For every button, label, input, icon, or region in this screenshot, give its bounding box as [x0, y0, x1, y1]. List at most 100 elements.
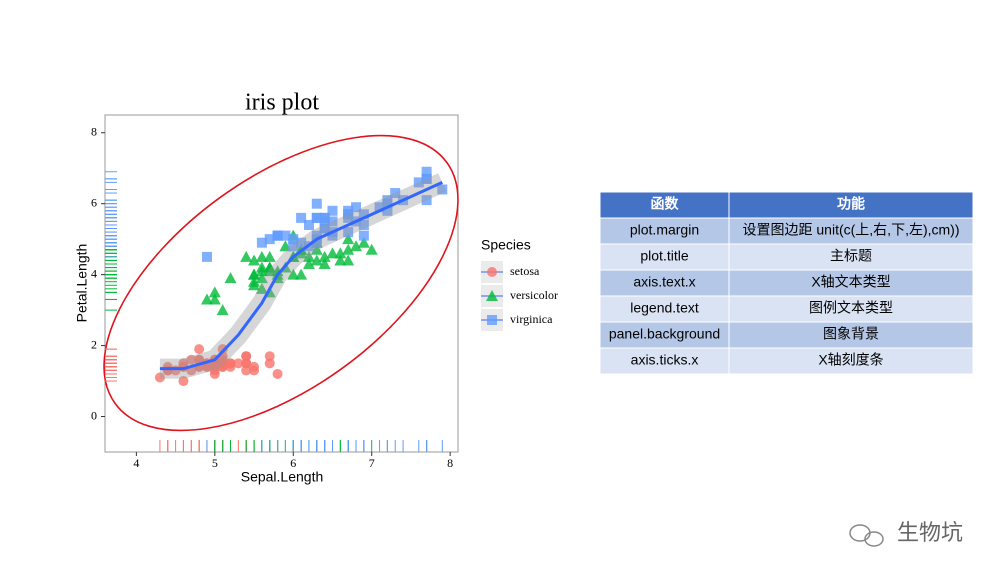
point	[358, 230, 369, 241]
point	[240, 250, 253, 262]
table-header-text: 功能	[837, 196, 865, 212]
table-cell-text: 图例文本类型	[809, 300, 893, 316]
point	[365, 243, 378, 255]
table-cell	[728, 217, 974, 245]
point	[248, 268, 261, 280]
x-tick-label: 6	[290, 456, 296, 470]
table-cell-text: X轴刻度条	[818, 352, 883, 368]
point	[302, 250, 315, 262]
point	[263, 265, 276, 277]
point	[208, 293, 221, 305]
point	[186, 354, 197, 365]
point	[225, 358, 236, 369]
chart-title: iris plot	[245, 90, 319, 116]
legend-key	[487, 315, 497, 325]
point	[382, 198, 393, 209]
legend-title: Species	[481, 237, 531, 253]
point	[303, 219, 314, 230]
table-cell	[728, 243, 974, 271]
highlight-ellipse	[103, 134, 459, 432]
point	[342, 243, 355, 255]
table-cell-text: 图象背景	[823, 326, 879, 342]
panel-border	[104, 114, 459, 453]
point	[272, 368, 283, 379]
point	[241, 358, 252, 369]
point	[264, 351, 275, 362]
table-cell-text: 设置图边距 unit(c(上,右,下,左),cm))	[743, 222, 960, 238]
point	[350, 240, 363, 252]
point	[249, 365, 260, 376]
point	[295, 268, 308, 280]
point	[390, 188, 401, 199]
watermark-icon	[849, 524, 884, 547]
point	[327, 205, 338, 216]
table-cell-text: legend.text	[630, 300, 699, 316]
point	[302, 257, 315, 269]
table-header-text: 函数	[651, 196, 680, 212]
point	[263, 250, 276, 262]
point	[248, 279, 261, 291]
legend-label: versicolor	[510, 288, 558, 302]
point	[178, 376, 189, 387]
point	[264, 234, 275, 245]
point	[342, 233, 355, 245]
smooth-line	[159, 181, 443, 371]
table-cell-text: axis.ticks.x	[631, 352, 699, 368]
point	[280, 230, 291, 241]
table-cell-text: panel.background	[609, 326, 720, 342]
point	[319, 216, 330, 227]
point	[343, 209, 354, 220]
point	[421, 195, 432, 206]
point	[264, 358, 275, 369]
point	[319, 223, 330, 234]
point	[255, 272, 268, 284]
point	[374, 202, 385, 213]
table-header-cell	[728, 191, 974, 219]
point	[326, 247, 339, 259]
table-cell	[599, 295, 730, 323]
point	[248, 254, 261, 266]
x-tick-label: 7	[369, 456, 375, 470]
point	[334, 254, 347, 266]
point	[255, 261, 268, 273]
point	[413, 177, 424, 188]
watermark: 生物坑	[897, 520, 963, 545]
point	[343, 227, 354, 238]
point	[209, 361, 220, 372]
y-tick-label: 6	[91, 195, 97, 209]
point	[421, 166, 432, 177]
point	[287, 268, 300, 280]
point	[233, 358, 244, 369]
table-header-cell	[599, 191, 730, 219]
legend-label: setosa	[510, 264, 540, 278]
x-tick-label: 4	[133, 456, 139, 470]
point	[311, 198, 322, 209]
table-cell	[599, 243, 730, 271]
x-tick-label: 5	[212, 456, 218, 470]
table-cell-text: plot.margin	[630, 222, 699, 238]
table-cell-text: plot.title	[640, 248, 688, 264]
point	[217, 344, 228, 355]
point	[310, 243, 323, 255]
x-axis-label: Sepal.Length	[241, 469, 324, 485]
table-cell	[728, 269, 974, 297]
point	[256, 237, 267, 248]
point	[272, 230, 283, 241]
point	[200, 293, 213, 305]
point	[318, 257, 331, 269]
table-cell	[728, 295, 974, 323]
legend-key	[487, 267, 497, 277]
point	[327, 216, 338, 227]
table-cell	[728, 321, 974, 349]
legend-label: virginica	[510, 312, 553, 326]
point	[288, 241, 299, 252]
point	[342, 254, 355, 266]
point	[288, 234, 299, 245]
point	[437, 184, 448, 195]
x-tick-label: 8	[447, 456, 453, 470]
point	[310, 254, 323, 266]
y-tick-label: 0	[91, 408, 97, 422]
point	[357, 236, 370, 248]
y-tick-label: 8	[91, 124, 97, 138]
